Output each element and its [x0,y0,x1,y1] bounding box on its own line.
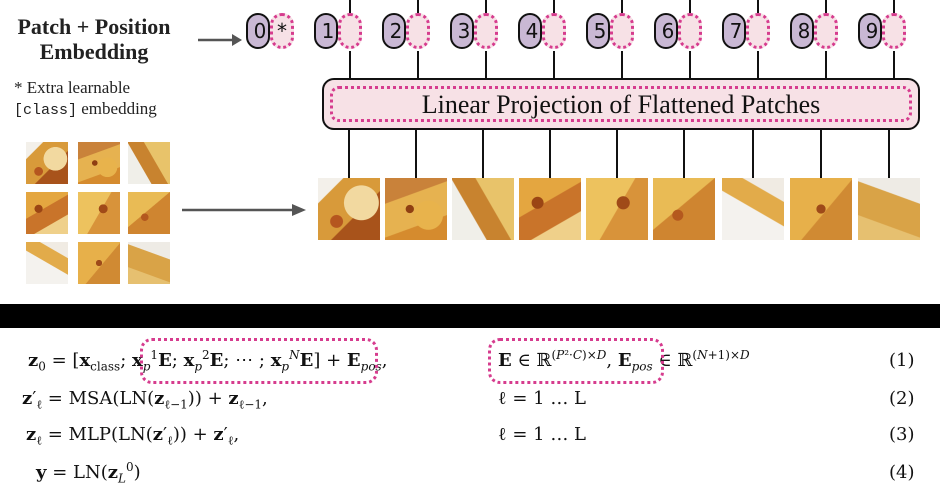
grid-patch [26,242,68,284]
token-pair: 6 [654,13,708,51]
equation-1-domain: E ∈ ℝ(P²·C)×D, Epos ∈ ℝ(N+1)×D [498,348,750,374]
patch-embedding-pill [678,13,702,49]
position-index: 2 [389,19,403,43]
position-embedding-pill: 5 [586,13,610,49]
patch-embedding-pill [338,13,362,49]
equation-4: y = LN(zL0) [36,460,141,486]
linear-projection-box: Linear Projection of Flattened Patches [322,78,920,130]
embedding-matrix-highlight [488,338,664,384]
position-index: 3 [457,19,471,43]
separator-band [0,304,940,328]
token-pair: 0 * [246,13,300,51]
position-index: 8 [797,19,811,43]
image-patch [519,178,581,240]
image-patch [385,178,447,240]
image-patch [722,178,784,240]
position-index: 7 [729,19,743,43]
patch-embedding-pill [542,13,566,49]
position-index: 5 [593,19,607,43]
position-index: 0 [253,19,267,43]
patch-embedding-pill [814,13,838,49]
image-patch [318,178,380,240]
position-embedding-pill: 4 [518,13,542,49]
position-index: 6 [661,19,675,43]
equation-2-number: (2) [889,388,915,409]
grid-patch [128,242,170,284]
grid-patch [128,192,170,234]
position-embedding-pill: 3 [450,13,474,49]
vit-diagram: Patch + Position Embedding * Extra learn… [14,0,920,284]
token-pair: 3 [450,13,504,51]
image-patch [452,178,514,240]
diagram-title: Patch + Position Embedding [17,14,171,64]
image-patch [586,178,648,240]
grid-patch [26,192,68,234]
equation-2-range: ℓ = 1 … L [498,388,586,409]
position-embedding-pill: 8 [790,13,814,49]
patch-embedding-pill [882,13,906,49]
patch-embedding-highlight [140,338,378,384]
grid-patch [78,242,120,284]
position-index: 4 [525,19,539,43]
position-embedding-pill: 1 [314,13,338,49]
grid-patch [78,142,120,184]
token-pair: 2 [382,13,436,51]
position-embedding-pill: 2 [382,13,406,49]
equation-3-number: (3) [889,424,915,445]
patch-embedding-pill [474,13,498,49]
patch-embedding-pill [746,13,770,49]
position-embedding-pill: 0 [246,13,270,49]
position-index: 9 [865,19,879,43]
image-patch [858,178,920,240]
grid-patch [128,142,170,184]
token-pair: 1 [314,13,368,51]
token-pair: 7 [722,13,776,51]
token-pair: 8 [790,13,844,51]
position-embedding-pill: 7 [722,13,746,49]
grid-arrow-icon [182,204,306,216]
equation-3-range: ℓ = 1 … L [498,424,586,445]
note-line-1: * Extra learnable [14,78,131,97]
title-arrow-icon [198,34,242,46]
token-pair: 9 [858,13,912,51]
equation-1-number: (1) [889,350,915,371]
projection-label: Linear Projection of Flattened Patches [421,90,821,119]
equation-3: zℓ = MLP(LN(z′ℓ)) + z′ℓ, [26,424,240,448]
equation-2: z′ℓ = MSA(LN(zℓ−1)) + zℓ−1, [22,388,268,412]
image-patch [653,178,715,240]
equation-4-number: (4) [889,462,915,483]
token-pair: 4 [518,13,572,51]
connector-lines [348,0,895,178]
grid-patch [78,192,120,234]
projection-dotted-border [330,86,912,122]
grid-patch [26,142,68,184]
class-token-marker: * [277,19,287,43]
class-token-pill [270,13,294,49]
patch-embedding-pill [610,13,634,49]
position-index: 1 [321,19,335,43]
patch-embedding-pill [406,13,430,49]
position-embedding-pill: 6 [654,13,678,49]
class-token-note: * Extra learnable [class] embedding [14,77,204,121]
position-embedding-pill: 9 [858,13,882,49]
equation-1: z0 = [xclass; xp1E; xp2E; ⋯ ; xpNE] + Ep… [28,348,388,374]
image-patch [790,178,852,240]
note-line-2: [class] embedding [14,99,157,119]
token-pair: 5 [586,13,640,51]
